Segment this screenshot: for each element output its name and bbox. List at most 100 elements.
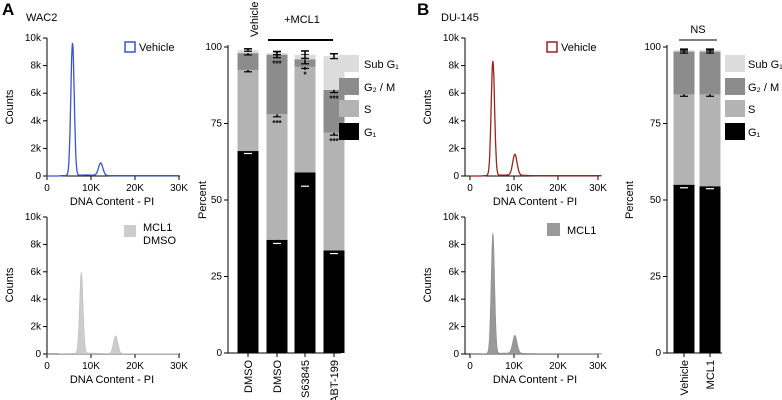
histogram-trace <box>47 42 179 177</box>
yticks: 0 25 50 75 100 <box>205 42 228 359</box>
xticks: 0 10K 20K 30K <box>467 354 607 372</box>
xtick-label: 0 <box>44 361 50 372</box>
cell-line-b: DU-145 <box>441 12 479 24</box>
legend-swatch-g2m <box>339 78 359 95</box>
mcl1-top-label: +MCL1 <box>284 14 320 26</box>
bar-segment <box>266 114 288 240</box>
ytick-label: 6k <box>448 267 460 278</box>
ns-label: NS <box>690 24 705 36</box>
legend-swatch-mcl1 <box>124 225 136 237</box>
y-axis-label: Counts <box>4 89 16 124</box>
ytick-label: 25 <box>650 272 662 283</box>
bar-segment <box>237 69 259 152</box>
bar-segment <box>673 184 695 353</box>
vehicle-top-label: Vehicle <box>249 2 261 37</box>
ytick-label: 2k <box>448 143 460 154</box>
xtick-label: 10K <box>505 361 523 372</box>
yticks: 0 2k 4k 6k 8k 10k <box>25 33 47 182</box>
ytick-label: 2k <box>30 143 42 154</box>
y-axis-label: Percent <box>624 181 636 219</box>
y-axis-label: Percent <box>197 181 209 219</box>
legend-swatch-g2m <box>725 78 745 95</box>
significance-label: *** <box>329 95 339 104</box>
ytick-label: 8k <box>448 61 460 72</box>
bar-segment <box>294 172 316 353</box>
legend-label-g2m: G₂ / M <box>748 82 779 94</box>
histogram-trace <box>470 60 602 177</box>
ytick-label: 100 <box>644 42 661 53</box>
histogram-a-vehicle: 0 2k 4k 6k 8k 10k 0 10K 20K 30K DNA Cont… <box>4 33 188 208</box>
legend-label-mcl1: MCL1 <box>567 225 596 237</box>
legend-swatch-mcl1 <box>547 223 560 236</box>
x-axis-label: DNA Content - PI <box>493 374 577 386</box>
yticks: 0 25 50 75 100 <box>644 42 667 359</box>
panel-label-a: A <box>2 0 14 19</box>
stacked-bar-chart-b: 0 25 50 75 100 Percent NS Vehicle MCL1 Su… <box>624 24 782 395</box>
legend-swatch-subg1 <box>339 55 359 72</box>
ytick-label: 75 <box>650 119 662 130</box>
ytick-label: 50 <box>650 195 662 206</box>
significance-label: *** <box>272 245 282 254</box>
legend: Sub G₁ G₂ / M S G₁ <box>339 55 399 140</box>
ytick-label: 10k <box>25 212 42 223</box>
legend-label-mcl1: MCL1 <box>143 222 172 234</box>
yticks: 0 2k 4k 6k 8k 10k <box>443 33 465 182</box>
ytick-label: 75 <box>211 119 223 130</box>
ytick-label: 4k <box>30 116 42 127</box>
category-label: MCL1 <box>705 360 717 389</box>
bar-segment <box>673 94 695 185</box>
legend-swatch-vehicle <box>546 41 558 53</box>
category-label: DMSO <box>243 360 255 393</box>
ytick-label: 0 <box>216 348 222 359</box>
y-axis-label: Counts <box>4 267 16 302</box>
legend-swatch-s <box>725 100 745 117</box>
legend: Sub G₁ G₂ / M S G₁ <box>725 55 782 140</box>
legend-swatch-g1 <box>725 123 745 140</box>
yticks: 0 2k 4k 6k 8k 10k <box>443 212 465 360</box>
legend-swatch-g1 <box>339 123 359 140</box>
ytick-label: 0 <box>453 171 459 182</box>
ytick-label: 4k <box>448 294 460 305</box>
xtick-label: 10K <box>505 183 523 194</box>
ytick-label: 6k <box>30 267 42 278</box>
panel-label-b: B <box>417 0 429 19</box>
legend-label-vehicle: Vehicle <box>561 42 596 54</box>
histogram-b-mcl1: 0 2k 4k 6k 8k 10k 0 10K 20K 30K DNA Cont… <box>422 212 607 386</box>
bar-segment <box>673 51 695 95</box>
ytick-label: 0 <box>655 348 661 359</box>
ytick-label: 4k <box>448 116 460 127</box>
bar-segment <box>323 250 345 353</box>
ytick-label: 10k <box>25 33 42 44</box>
xtick-label: 30K <box>589 183 607 194</box>
bar-segment <box>237 151 259 353</box>
legend-label-s: S <box>748 104 755 116</box>
ytick-label: 8k <box>448 239 460 250</box>
xtick-label: 10K <box>82 183 100 194</box>
bars: DMSO*********DMSO***S63845*********ABT-1… <box>237 48 345 400</box>
bar-segment <box>294 66 316 173</box>
significance-label: * <box>303 188 307 197</box>
xtick-label: 20K <box>549 361 567 372</box>
x-axis-label: DNA Content - PI <box>70 374 154 386</box>
ytick-label: 6k <box>448 88 460 99</box>
histogram-a-mcl1: 0 2k 4k 6k 8k 10k 0 10K 20K 30K DNA Cont… <box>4 212 188 386</box>
xtick-label: 30K <box>170 361 188 372</box>
legend-swatch-subg1 <box>725 55 745 72</box>
stacked-bar-chart-a: 0 25 50 75 100 Percent Vehicle +MCL1 DMS… <box>197 2 399 400</box>
xtick-label: 20K <box>126 183 144 194</box>
category-label: Vehicle <box>679 360 691 395</box>
ytick-label: 4k <box>30 294 42 305</box>
significance-label: *** <box>272 60 282 69</box>
bar-segment <box>323 132 345 251</box>
ytick-label: 10k <box>443 212 460 223</box>
x-axis-label: DNA Content - PI <box>70 196 154 208</box>
xtick-label: 20K <box>549 183 567 194</box>
bar-segment <box>699 51 721 95</box>
ytick-label: 2k <box>30 322 42 333</box>
y-axis-label: Counts <box>422 89 434 124</box>
bar-segment <box>266 54 288 115</box>
ytick-label: 0 <box>35 349 41 360</box>
bar-segment <box>699 94 721 187</box>
ytick-label: 8k <box>30 239 42 250</box>
